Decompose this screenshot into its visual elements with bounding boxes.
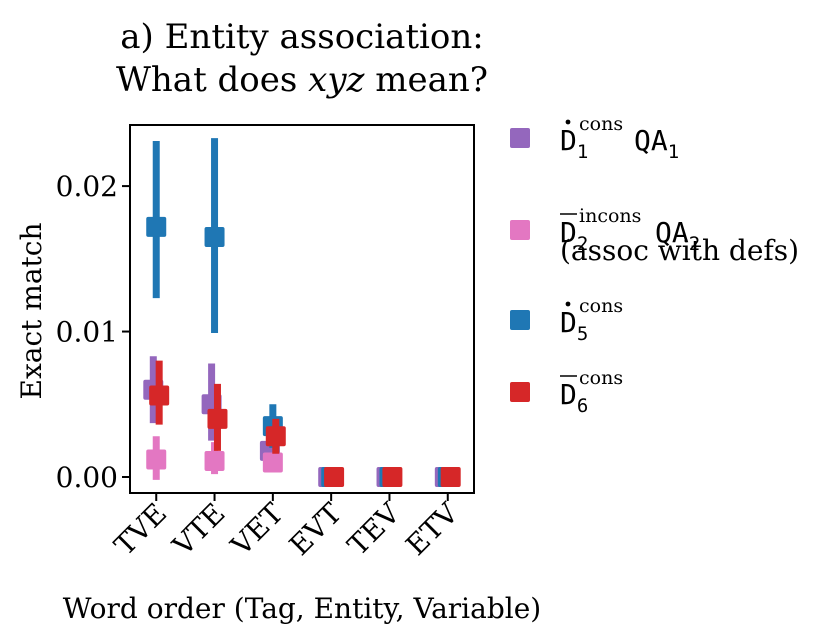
legend-label-symbol: D <box>560 306 577 339</box>
x-tick-label: VTE <box>165 497 231 563</box>
legend-swatch <box>510 382 530 402</box>
legend-label-suffix: QA2 <box>655 216 700 255</box>
y-tick-label: 0.00 <box>56 461 118 494</box>
legend-swatch <box>510 310 530 330</box>
legend-label-subscript: 1 <box>577 141 588 163</box>
legend-label-subscript: 2 <box>577 233 588 255</box>
legend-suffix-text: QA <box>634 124 668 157</box>
plot-frame <box>129 124 475 494</box>
legend-label-suffix: QA1 <box>634 124 679 163</box>
data-point <box>262 452 283 473</box>
legend-suffix-subscript: 2 <box>689 233 700 255</box>
legend-label-superscript: incons <box>579 205 641 227</box>
legend-label: D5 <box>560 306 588 345</box>
data-point <box>382 467 403 487</box>
legend-label: D6 <box>560 378 588 417</box>
x-tick-label: VET <box>224 496 290 562</box>
x-tick-label: TEV <box>341 496 407 562</box>
legend-label: D2 <box>560 216 588 255</box>
y-axis-ticks: 0.00 0.01 0.02 <box>56 170 130 494</box>
legend-dot-accent <box>565 119 571 125</box>
chart-title-line-2: What does xyz mean? <box>116 60 488 100</box>
legend-label-extra: (assoc with defs) <box>560 234 799 267</box>
data-point <box>146 216 167 237</box>
y-axis-label: Exact match <box>15 223 48 400</box>
x-tick-label: EVT <box>283 496 349 562</box>
legend-label-superscript: cons <box>579 113 623 135</box>
legend-label-symbol: D <box>560 216 577 249</box>
legend-suffix-text: QA <box>655 216 689 249</box>
chart-title-line-2-start: What does <box>116 60 308 100</box>
x-axis-label: Word order (Tag, Entity, Variable) <box>63 592 541 625</box>
data-point <box>146 449 167 470</box>
legend-suffix-subscript: 1 <box>668 141 679 163</box>
data-point <box>207 408 228 429</box>
data-point <box>265 426 286 447</box>
legend-label-symbol: D <box>560 124 577 157</box>
data-point <box>204 451 225 471</box>
legend-label-subscript: 6 <box>577 395 588 417</box>
x-tick-label: ETV <box>399 496 465 562</box>
y-tick-label: 0.01 <box>56 316 118 349</box>
data-point <box>204 227 225 247</box>
legend-swatch <box>510 128 530 148</box>
data-point <box>324 467 345 487</box>
x-tick-label: TVE <box>108 497 173 562</box>
data-point <box>440 467 461 487</box>
data-marks <box>143 138 461 487</box>
chart-title-line-1: a) Entity association: <box>120 17 483 57</box>
legend-label-subscript: 5 <box>577 323 588 345</box>
legend-label-symbol: D <box>560 378 577 411</box>
legend-label-superscript: cons <box>579 295 623 317</box>
legend-label: D1 <box>560 124 588 163</box>
legend-label-superscript: cons <box>579 367 623 389</box>
legend-dot-accent <box>565 301 571 307</box>
legend-swatch <box>510 220 530 240</box>
chart-title-line-2-end: mean? <box>364 60 488 100</box>
data-point <box>149 385 170 406</box>
y-tick-label: 0.02 <box>56 170 118 203</box>
chart-title-variable: xyz <box>308 60 365 100</box>
